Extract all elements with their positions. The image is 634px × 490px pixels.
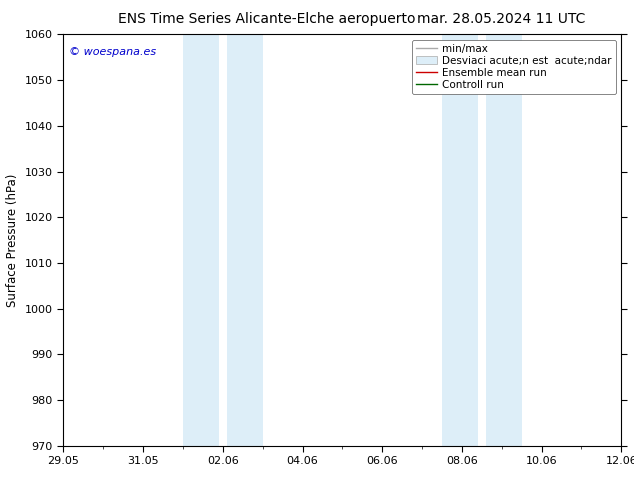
Text: ENS Time Series Alicante-Elche aeropuerto: ENS Time Series Alicante-Elche aeropuert… [117, 12, 415, 26]
Bar [227, 34, 262, 446]
Legend: min/max, Desviaci acute;n est  acute;ndar, Ensemble mean run, Controll run: min/max, Desviaci acute;n est acute;ndar… [412, 40, 616, 94]
Y-axis label: Surface Pressure (hPa): Surface Pressure (hPa) [6, 173, 19, 307]
Text: © woespana.es: © woespana.es [69, 47, 156, 57]
Bar [183, 34, 219, 446]
Bar [486, 34, 522, 446]
Bar [442, 34, 478, 446]
Text: mar. 28.05.2024 11 UTC: mar. 28.05.2024 11 UTC [417, 12, 585, 26]
